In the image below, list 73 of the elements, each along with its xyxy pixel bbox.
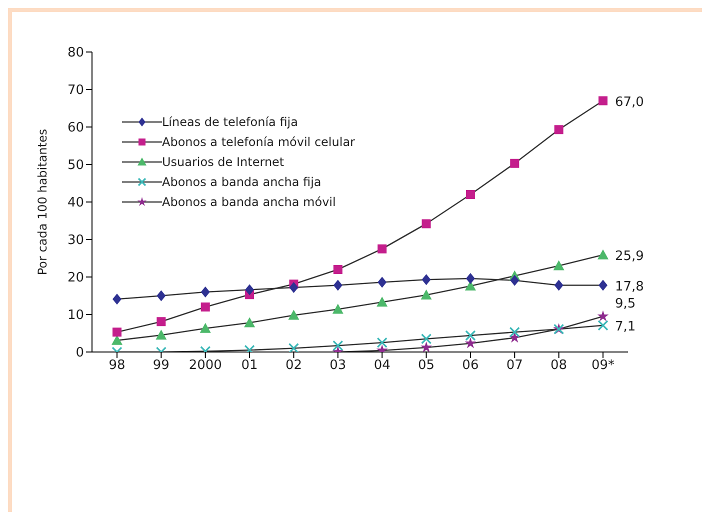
point bbox=[598, 249, 608, 260]
point bbox=[288, 310, 300, 320]
point bbox=[464, 337, 476, 348]
y-tick-label: 60 bbox=[67, 120, 84, 136]
x-tick-label: 07 bbox=[506, 358, 523, 374]
point bbox=[553, 260, 564, 270]
point bbox=[598, 96, 608, 106]
point bbox=[332, 304, 344, 314]
point bbox=[376, 337, 388, 348]
point bbox=[333, 280, 342, 291]
x-tick-label: 08 bbox=[550, 358, 568, 374]
point bbox=[510, 274, 520, 286]
y-tick-label: 80 bbox=[67, 46, 84, 61]
point bbox=[420, 290, 432, 300]
point bbox=[156, 330, 167, 340]
x-tick-label: 03 bbox=[330, 358, 346, 374]
point bbox=[554, 125, 564, 134]
point bbox=[333, 265, 342, 274]
y-tick-label: 20 bbox=[67, 270, 84, 286]
legend-label: Abonos a banda ancha fija bbox=[162, 175, 322, 189]
point bbox=[554, 280, 564, 291]
point bbox=[422, 274, 431, 286]
point bbox=[156, 290, 166, 302]
x-tick-label: 01 bbox=[241, 358, 258, 374]
x-tick-label: 05 bbox=[418, 358, 435, 374]
point bbox=[200, 302, 210, 312]
point bbox=[378, 244, 387, 254]
point bbox=[509, 326, 520, 338]
point bbox=[420, 334, 432, 344]
point bbox=[510, 158, 520, 168]
point bbox=[422, 219, 431, 228]
point bbox=[112, 328, 122, 337]
legend-label: Usuarios de Internet bbox=[162, 155, 284, 169]
point bbox=[332, 340, 344, 351]
x-tick-label: 99 bbox=[152, 358, 170, 374]
data-label: 25,9 bbox=[615, 248, 644, 264]
y-tick-label: 10 bbox=[67, 308, 84, 324]
point bbox=[289, 282, 298, 293]
point bbox=[376, 296, 388, 307]
point bbox=[244, 317, 256, 328]
legend-label: Líneas de telefonía fija bbox=[162, 115, 298, 129]
x-tick-label: 98 bbox=[108, 358, 126, 374]
y-tick-label: 40 bbox=[67, 196, 84, 211]
point bbox=[378, 276, 387, 288]
point bbox=[420, 342, 432, 352]
x-tick-label: 2000 bbox=[188, 358, 222, 374]
x-tick-label: 09* bbox=[591, 358, 616, 374]
data-label: 9,5 bbox=[615, 296, 636, 312]
x-tick-label: 06 bbox=[462, 358, 479, 374]
x-tick-label: 04 bbox=[374, 358, 390, 374]
y-tick-label: 70 bbox=[67, 83, 84, 98]
point bbox=[465, 330, 476, 341]
y-axis-title: Por cada 100 habitantes bbox=[35, 128, 50, 276]
point bbox=[597, 310, 609, 322]
x-tick-label: 02 bbox=[285, 358, 302, 374]
data-label: 67,0 bbox=[615, 94, 644, 110]
point bbox=[598, 280, 608, 291]
point bbox=[598, 320, 608, 331]
point bbox=[200, 322, 211, 333]
point bbox=[112, 294, 122, 305]
point bbox=[466, 273, 475, 284]
data-label: 17,8 bbox=[615, 279, 644, 294]
legend-label: Abonos a telefonía móvil celular bbox=[162, 135, 355, 149]
legend-label: Abonos a banda ancha móvil bbox=[162, 195, 336, 209]
point bbox=[245, 284, 254, 296]
y-tick-label: 0 bbox=[76, 346, 84, 361]
point bbox=[156, 317, 166, 326]
point bbox=[288, 342, 300, 352]
point bbox=[466, 190, 475, 199]
point bbox=[200, 286, 210, 298]
data-label: 7,1 bbox=[615, 319, 636, 334]
y-tick-label: 50 bbox=[67, 158, 84, 174]
y-tick-label: 30 bbox=[67, 233, 84, 248]
